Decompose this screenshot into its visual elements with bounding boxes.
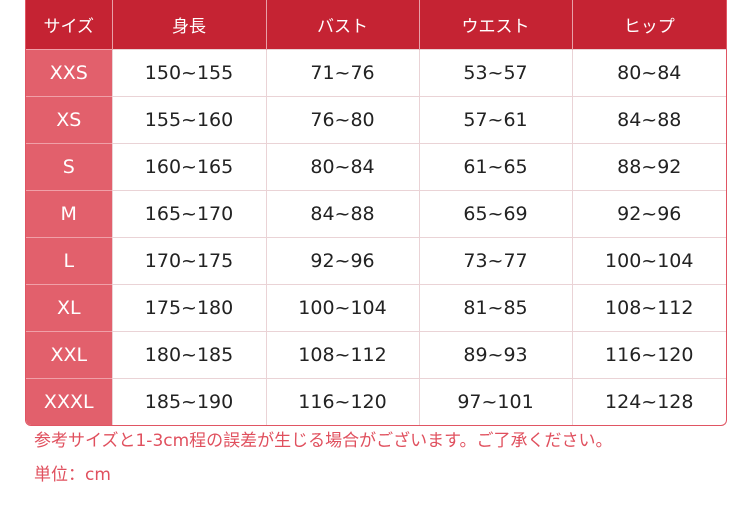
measurement-cell: 108~112: [572, 284, 726, 332]
measurement-cell: 89~93: [419, 331, 573, 379]
table-row: S 160~165 80~84 61~65 88~92: [26, 143, 726, 191]
column-header: ヒップ: [572, 0, 726, 50]
column-header: ウエスト: [419, 0, 573, 50]
column-header: サイズ: [26, 0, 113, 50]
size-label: XL: [26, 284, 113, 332]
measurement-cell: 92~96: [266, 237, 420, 285]
table-row: L 170~175 92~96 73~77 100~104: [26, 237, 726, 285]
measurement-cell: 57~61: [419, 96, 573, 144]
measurement-cell: 71~76: [266, 49, 420, 97]
column-header: 身長: [112, 0, 267, 50]
measurement-cell: 100~104: [266, 284, 420, 332]
measurement-cell: 97~101: [419, 378, 573, 425]
size-label: XS: [26, 96, 113, 144]
header-row: サイズ 身長 バスト ウエスト ヒップ: [26, 0, 726, 50]
measurement-cell: 170~175: [112, 237, 267, 285]
table-row: XXL 180~185 108~112 89~93 116~120: [26, 331, 726, 379]
table-row: XL 175~180 100~104 81~85 108~112: [26, 284, 726, 332]
size-label: XXL: [26, 331, 113, 379]
measurement-cell: 65~69: [419, 190, 573, 238]
table-row: XXS 150~155 71~76 53~57 80~84: [26, 49, 726, 97]
measurement-cell: 180~185: [112, 331, 267, 379]
size-label: XXS: [26, 49, 113, 97]
size-label: S: [26, 143, 113, 191]
measurement-cell: 124~128: [572, 378, 726, 425]
size-label: L: [26, 237, 113, 285]
size-chart-table: サイズ 身長 バスト ウエスト ヒップ XXS 150~155 71~76 53~57 80~8…: [25, 0, 727, 426]
measurement-cell: 116~120: [572, 331, 726, 379]
measurement-cell: 73~77: [419, 237, 573, 285]
measurement-cell: 155~160: [112, 96, 267, 144]
size-label: M: [26, 190, 113, 238]
measurement-cell: 108~112: [266, 331, 420, 379]
measurement-cell: 53~57: [419, 49, 573, 97]
measurement-cell: 84~88: [572, 96, 726, 144]
measurement-cell: 175~180: [112, 284, 267, 332]
unit-text: 単位：cm: [34, 465, 111, 485]
column-header: バスト: [266, 0, 420, 50]
measurement-cell: 185~190: [112, 378, 267, 425]
measurement-cell: 150~155: [112, 49, 267, 97]
measurement-cell: 92~96: [572, 190, 726, 238]
table-row: XXXL 185~190 116~120 97~101 124~128: [26, 378, 726, 425]
measurement-cell: 81~85: [419, 284, 573, 332]
measurement-cell: 165~170: [112, 190, 267, 238]
measurement-cell: 116~120: [266, 378, 420, 425]
note-text: 参考サイズと1-3cm程の誤差が生じる場合がございます。ご了承ください。: [34, 431, 613, 451]
measurement-cell: 100~104: [572, 237, 726, 285]
size-label: XXXL: [26, 378, 113, 425]
measurement-cell: 88~92: [572, 143, 726, 191]
measurement-cell: 80~84: [572, 49, 726, 97]
table-row: M 165~170 84~88 65~69 92~96: [26, 190, 726, 238]
measurement-cell: 61~65: [419, 143, 573, 191]
measurement-cell: 84~88: [266, 190, 420, 238]
measurement-cell: 160~165: [112, 143, 267, 191]
measurement-cell: 76~80: [266, 96, 420, 144]
measurement-cell: 80~84: [266, 143, 420, 191]
table-row: XS 155~160 76~80 57~61 84~88: [26, 96, 726, 144]
